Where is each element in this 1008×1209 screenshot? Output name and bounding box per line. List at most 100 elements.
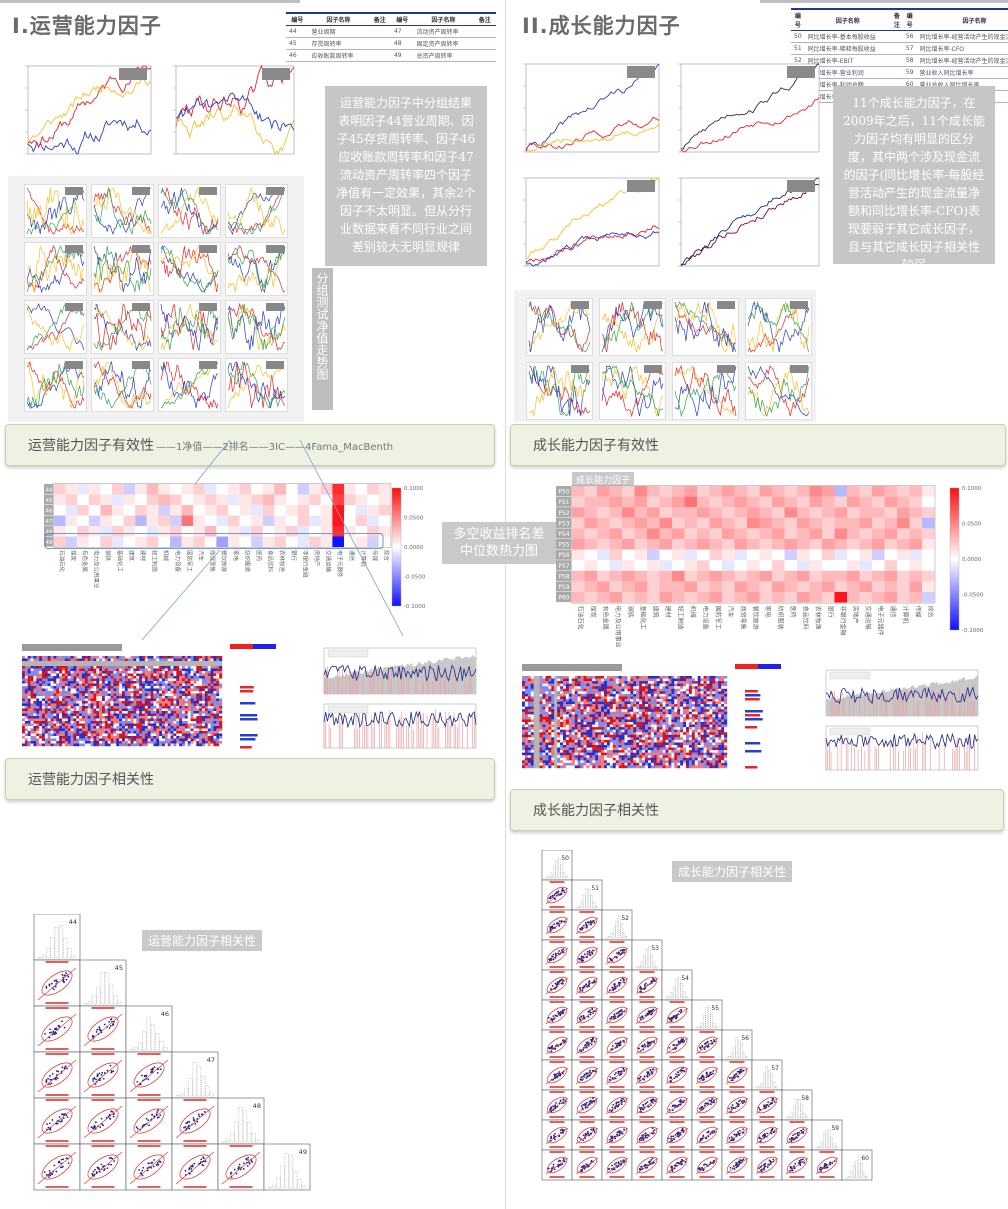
rank-cell xyxy=(99,698,103,702)
rank-cell xyxy=(656,681,660,684)
rank-cell xyxy=(24,721,28,724)
rank-cell xyxy=(159,673,163,677)
left-corr-bar[interactable]: 运营能力因子相关性 xyxy=(5,758,495,800)
rank-cell xyxy=(601,683,605,687)
rank-cell xyxy=(697,696,701,700)
rank-cell xyxy=(36,688,40,692)
rank-cell xyxy=(213,733,217,737)
rank-cell xyxy=(136,701,140,704)
heatmap-cell xyxy=(872,581,885,592)
rank-cell xyxy=(179,711,183,714)
rank-cell xyxy=(33,743,37,747)
rank-cell xyxy=(621,691,625,695)
rank-cell xyxy=(42,728,46,732)
column-divider xyxy=(505,0,506,1209)
heatmap-cell xyxy=(897,570,910,582)
rank-cell xyxy=(22,676,26,679)
heatmap-cell xyxy=(859,528,872,539)
rank-cell xyxy=(216,668,220,672)
histogram-bar xyxy=(163,1047,168,1051)
rank-cell xyxy=(104,678,108,682)
rank-cell xyxy=(67,683,71,687)
rank-cell xyxy=(93,681,97,684)
heatmap-cell xyxy=(672,560,685,571)
rank-cell xyxy=(636,693,640,697)
heatmap-cell xyxy=(784,507,797,518)
rank-cell xyxy=(39,701,43,704)
rank-cell xyxy=(668,683,672,687)
rank-cell xyxy=(686,676,690,679)
rank-cell xyxy=(82,718,86,722)
rank-cell xyxy=(113,713,117,717)
rank-cell xyxy=(545,678,549,682)
histogram-bar xyxy=(113,995,118,1005)
rank-cell xyxy=(90,713,94,717)
rank-cell xyxy=(162,673,166,677)
rank-cell xyxy=(27,658,31,662)
rank-cell xyxy=(87,678,91,682)
rank-cell xyxy=(127,703,131,707)
rank-cell xyxy=(99,741,103,744)
right-effect-bar[interactable]: 成长能力因子有效性 xyxy=(510,424,1006,466)
rank-cell xyxy=(216,673,220,677)
rank-cell xyxy=(99,701,103,704)
histogram-bar xyxy=(238,1107,243,1143)
rank-cell xyxy=(67,661,71,664)
rank-cell xyxy=(182,676,186,679)
rank-cell xyxy=(67,678,71,682)
heatmap-cell xyxy=(747,507,760,518)
left-effect-bar[interactable]: 运营能力因子有效性 ——1净值——2排名——3IC——4Fama_MacBenth xyxy=(5,424,495,466)
rank-cell xyxy=(653,688,657,692)
rank-cell xyxy=(167,663,171,667)
rank-cell xyxy=(47,691,51,694)
rank-cell xyxy=(70,661,74,664)
rank-cell xyxy=(27,691,31,694)
rank-cell xyxy=(127,683,131,687)
rank-cell xyxy=(113,688,117,692)
rank-cell xyxy=(104,733,108,737)
scatter-point xyxy=(92,1080,95,1082)
scatter-point xyxy=(100,1163,103,1166)
matrix-cell xyxy=(79,1005,127,1053)
rank-cell xyxy=(70,698,74,702)
rank-cell xyxy=(574,701,578,705)
series-line xyxy=(175,92,295,132)
rank-cell xyxy=(156,668,160,672)
rank-cell xyxy=(551,704,555,707)
rank-cell xyxy=(659,683,663,687)
rank-cell xyxy=(691,686,695,689)
rank-cell xyxy=(53,691,57,694)
rank-cell xyxy=(173,728,177,732)
rank-cell xyxy=(554,704,558,707)
rank-cell xyxy=(199,686,203,689)
mini-legend-box xyxy=(266,361,284,369)
rank-cell xyxy=(207,713,211,717)
rank-cell xyxy=(153,731,157,734)
rank-cell xyxy=(59,711,63,714)
rank-cell xyxy=(193,743,197,747)
rank-cell xyxy=(113,738,117,742)
rank-cell xyxy=(580,681,584,684)
rank-cell xyxy=(93,671,97,674)
heatmap-cell xyxy=(859,570,872,582)
rank-cell xyxy=(90,728,94,732)
rank-cell xyxy=(560,683,564,687)
rank-cell xyxy=(67,681,71,684)
rank-cell xyxy=(73,708,77,712)
rank-cell xyxy=(662,701,666,705)
rank-cell xyxy=(677,676,681,679)
rank-cell xyxy=(656,691,660,695)
rank-cell xyxy=(207,668,211,672)
rank-cell xyxy=(674,701,678,705)
heatmap-cell xyxy=(274,526,286,537)
rank-cell xyxy=(144,723,148,727)
rank-cell xyxy=(219,698,223,702)
rank-cell xyxy=(210,723,214,727)
stat-text-bar xyxy=(229,1145,253,1147)
rank-cell xyxy=(122,703,126,707)
rank-cell xyxy=(130,711,134,714)
rank-cell xyxy=(589,706,593,710)
rank-cell xyxy=(133,693,137,697)
rank-cell xyxy=(93,696,97,699)
rank-cell xyxy=(604,686,608,689)
